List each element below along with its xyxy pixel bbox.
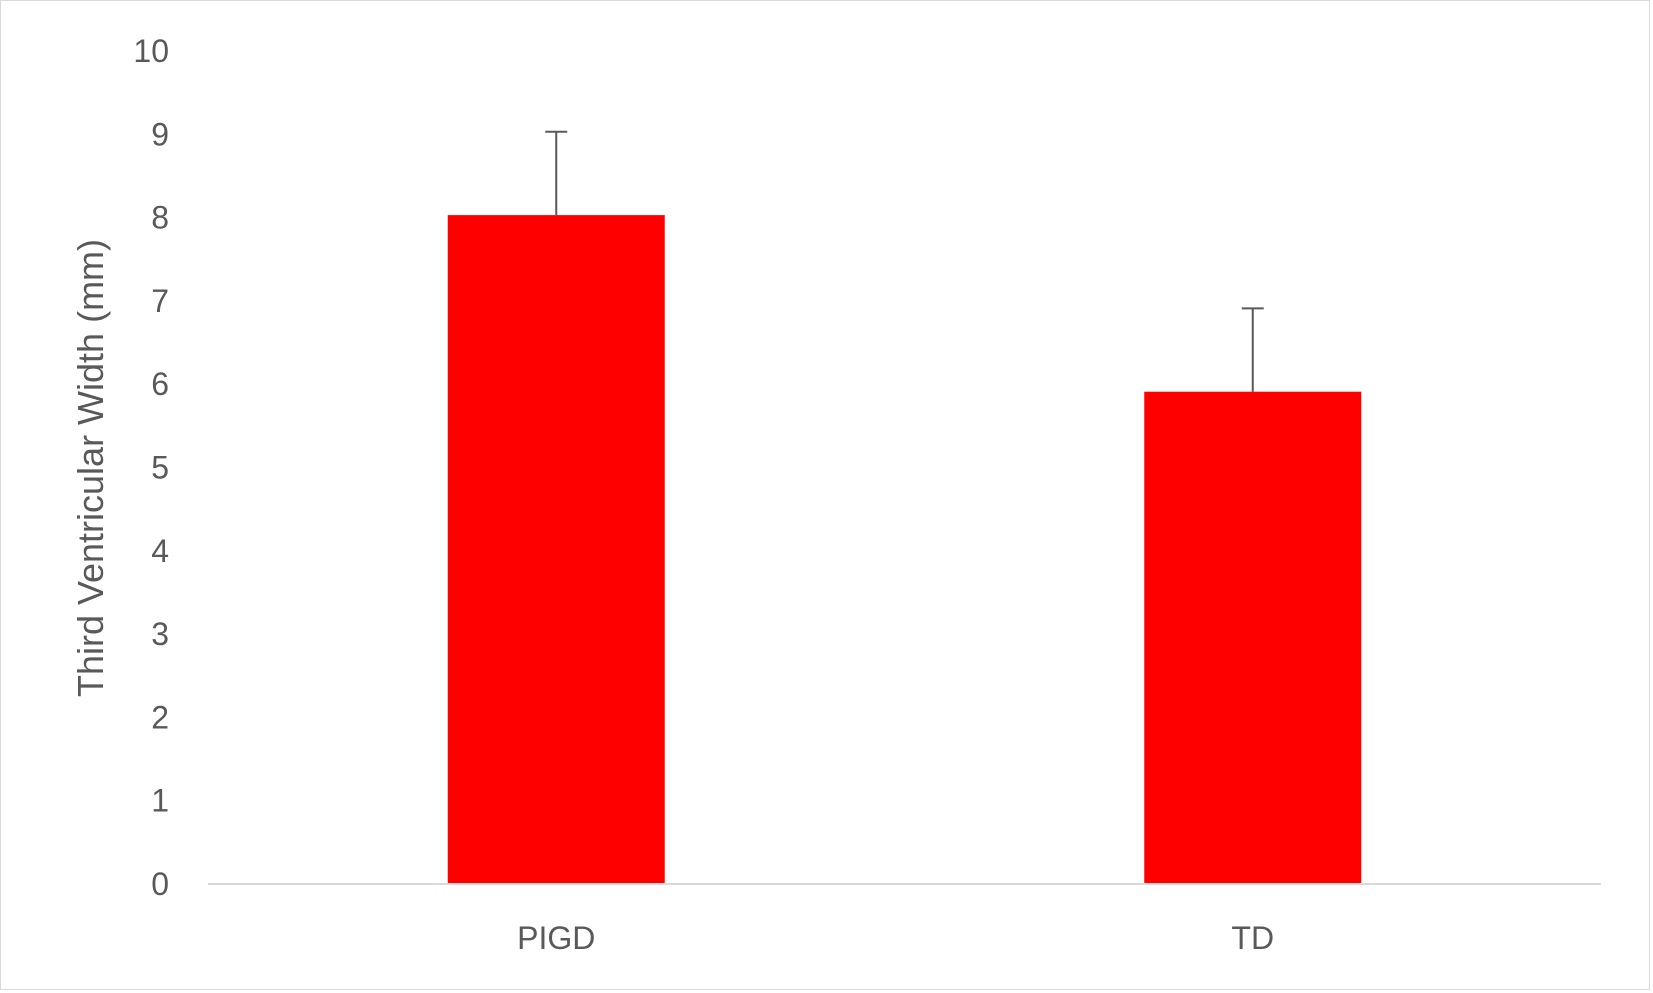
y-axis-title: Third Ventricular Width (mm) bbox=[70, 239, 111, 697]
y-tick-label: 10 bbox=[133, 33, 169, 69]
y-tick-label: 9 bbox=[151, 116, 169, 152]
y-tick-label: 5 bbox=[151, 450, 169, 486]
y-tick-label: 4 bbox=[151, 533, 169, 569]
y-tick-label: 3 bbox=[151, 616, 169, 652]
x-axis-ticks: PIGD TD bbox=[517, 920, 1274, 956]
bar-td bbox=[1144, 391, 1362, 884]
y-tick-label: 7 bbox=[151, 283, 169, 319]
y-tick-label: 1 bbox=[151, 783, 169, 819]
y-tick-label: 0 bbox=[151, 866, 169, 902]
error-bars bbox=[545, 130, 1264, 392]
x-tick-label: TD bbox=[1231, 920, 1274, 956]
y-tick-label: 8 bbox=[151, 200, 169, 236]
y-axis-ticks: 0 1 2 3 4 5 6 7 8 9 10 bbox=[133, 33, 169, 902]
y-tick-label: 6 bbox=[151, 366, 169, 402]
bar-pigd bbox=[447, 215, 665, 884]
x-tick-label: PIGD bbox=[517, 920, 595, 956]
bars bbox=[447, 215, 1362, 884]
y-tick-label: 2 bbox=[151, 699, 169, 735]
